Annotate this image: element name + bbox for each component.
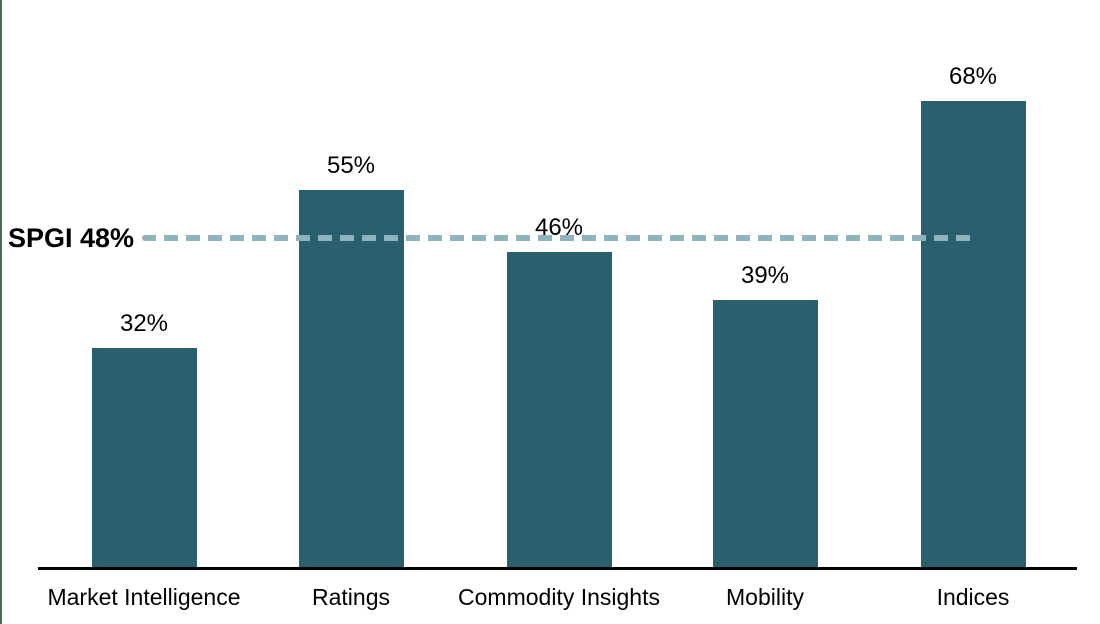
- category-label: Ratings: [312, 584, 390, 610]
- category-label: Indices: [936, 584, 1010, 610]
- reference-line-label: SPGI 48%: [8, 223, 135, 253]
- bar-value-label: 68%: [948, 63, 998, 90]
- bar: [920, 101, 1026, 567]
- bar-value-label: 32%: [119, 310, 169, 337]
- bar: [91, 348, 197, 567]
- bar: [298, 190, 404, 567]
- bar-value-label: 55%: [326, 152, 376, 179]
- accent-border-left: [0, 0, 2, 624]
- bar: [506, 252, 612, 567]
- x-axis: [38, 567, 1077, 570]
- category-label: Mobility: [726, 584, 804, 610]
- bar-value-label: 39%: [740, 262, 790, 289]
- reference-line: [142, 235, 978, 241]
- category-label: Commodity Insights: [458, 584, 660, 610]
- category-label: Market Intelligence: [47, 584, 241, 610]
- bar: [712, 300, 818, 567]
